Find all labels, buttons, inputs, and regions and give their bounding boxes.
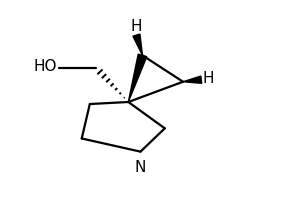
Text: N: N (135, 160, 146, 175)
Polygon shape (133, 34, 142, 55)
Polygon shape (128, 54, 147, 102)
Text: H: H (131, 19, 142, 34)
Text: H: H (202, 71, 214, 86)
Polygon shape (183, 76, 202, 83)
Text: HO: HO (34, 59, 57, 74)
